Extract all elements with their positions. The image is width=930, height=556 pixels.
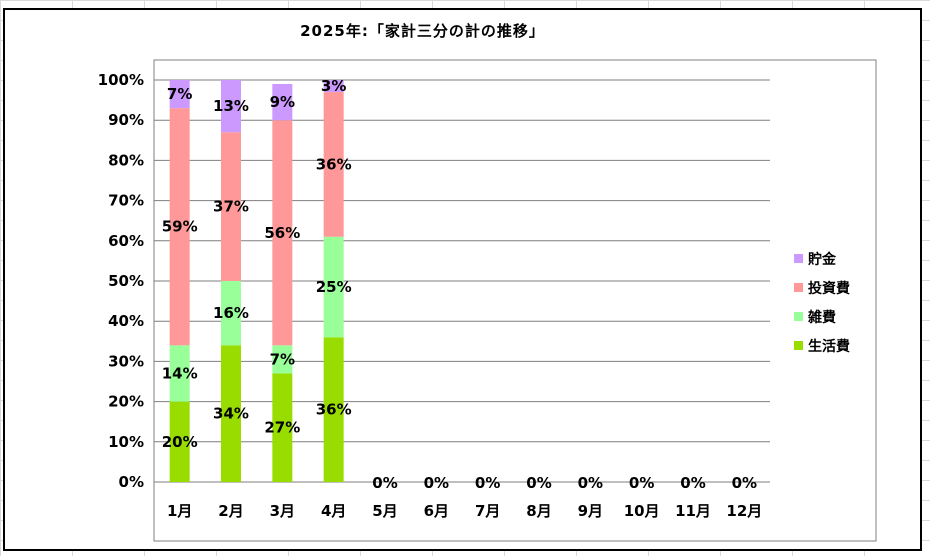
y-tick-label: 100% bbox=[98, 71, 144, 89]
bar-segment[interactable] bbox=[323, 236, 344, 338]
y-tick-label: 90% bbox=[108, 111, 144, 129]
data-label: 0% bbox=[629, 474, 654, 492]
y-tick-label: 40% bbox=[108, 312, 144, 330]
bar-segment[interactable] bbox=[272, 373, 293, 482]
data-label: 3% bbox=[321, 77, 346, 95]
data-label: 0% bbox=[578, 474, 603, 492]
legend-swatch bbox=[794, 283, 803, 292]
legend-label: 雑費 bbox=[807, 309, 836, 326]
data-label: 0% bbox=[475, 474, 500, 492]
y-tick-label: 60% bbox=[108, 232, 144, 250]
legend-label: 生活費 bbox=[808, 338, 850, 355]
x-tick-label: 5月 bbox=[372, 502, 397, 520]
data-label: 0% bbox=[526, 474, 551, 492]
bar-segment[interactable] bbox=[272, 120, 293, 346]
bar-segment[interactable] bbox=[169, 401, 190, 482]
bar-segment[interactable] bbox=[221, 345, 241, 482]
data-label: 36% bbox=[316, 401, 352, 419]
data-label: 20% bbox=[162, 433, 198, 451]
legend-label: 貯金 bbox=[808, 251, 837, 268]
bar-segment[interactable] bbox=[169, 108, 190, 346]
data-labels: 20% 14% 59% 7% 34% 16% 37% 13% 27% 7% 56% 9% 36% 25% 3… bbox=[162, 77, 757, 492]
data-label: 37% bbox=[213, 198, 249, 216]
bar-segment[interactable] bbox=[221, 281, 241, 346]
x-tick-label: 3月 bbox=[270, 502, 295, 520]
x-tick-label: 9月 bbox=[578, 502, 603, 520]
data-label: 0% bbox=[680, 474, 705, 492]
data-label: 13% bbox=[213, 97, 249, 115]
y-axis-ticks: 0% 10% 20% 30% 40% 50% 60% 70% 80% 90% 100% bbox=[98, 71, 144, 491]
data-label: 7% bbox=[270, 350, 295, 368]
bar-segment[interactable] bbox=[323, 80, 344, 93]
legend-label: 投資費 bbox=[808, 280, 850, 297]
legend-swatch bbox=[794, 341, 803, 350]
y-tick-label: 0% bbox=[119, 473, 144, 491]
x-axis-ticks: 1月 2月 3月 4月 5月 6月 7月 8月 9月 10月 11月 12月 bbox=[167, 502, 762, 520]
y-tick-label: 50% bbox=[108, 272, 144, 290]
y-tick-label: 30% bbox=[108, 352, 144, 370]
data-label: 0% bbox=[424, 474, 449, 492]
bar-segment[interactable] bbox=[323, 337, 344, 482]
data-label: 36% bbox=[316, 155, 352, 173]
data-label: 7% bbox=[167, 85, 192, 103]
bar-segment[interactable] bbox=[221, 132, 241, 281]
x-tick-label: 12月 bbox=[726, 502, 762, 520]
data-label: 25% bbox=[316, 278, 352, 296]
chart-title: 2025年:「家計三分の計の推移」 bbox=[300, 22, 545, 40]
data-label: 59% bbox=[162, 218, 198, 236]
plot-area bbox=[153, 59, 877, 542]
data-label: 27% bbox=[264, 419, 300, 437]
x-tick-label: 2月 bbox=[218, 502, 243, 520]
x-tick-label: 6月 bbox=[424, 502, 449, 520]
bar-segment[interactable] bbox=[169, 80, 190, 109]
bar-segment[interactable] bbox=[169, 345, 190, 402]
legend-swatch bbox=[794, 312, 803, 321]
grid-lines bbox=[153, 79, 770, 483]
x-tick-label: 1月 bbox=[167, 502, 192, 520]
y-tick-label: 70% bbox=[108, 192, 144, 210]
x-tick-label: 4月 bbox=[321, 502, 346, 520]
y-tick-label: 80% bbox=[108, 151, 144, 169]
bar-segment[interactable] bbox=[323, 92, 344, 237]
x-tick-label: 10月 bbox=[624, 502, 660, 520]
y-tick-label: 20% bbox=[108, 393, 144, 411]
legend-swatch bbox=[794, 254, 803, 263]
bar-segment[interactable] bbox=[272, 84, 293, 121]
x-tick-label: 11月 bbox=[675, 502, 711, 520]
data-label: 0% bbox=[372, 474, 397, 492]
data-label: 0% bbox=[732, 474, 757, 492]
bar-segment[interactable] bbox=[221, 80, 241, 133]
bar-segment[interactable] bbox=[272, 345, 293, 374]
data-label: 56% bbox=[264, 224, 300, 242]
x-tick-label: 7月 bbox=[475, 502, 500, 520]
y-tick-label: 10% bbox=[108, 433, 144, 451]
data-label: 16% bbox=[213, 304, 249, 322]
bars bbox=[169, 80, 344, 482]
data-label: 14% bbox=[162, 364, 198, 382]
data-label: 34% bbox=[213, 405, 249, 423]
data-label: 9% bbox=[270, 93, 295, 111]
x-tick-label: 8月 bbox=[526, 502, 551, 520]
